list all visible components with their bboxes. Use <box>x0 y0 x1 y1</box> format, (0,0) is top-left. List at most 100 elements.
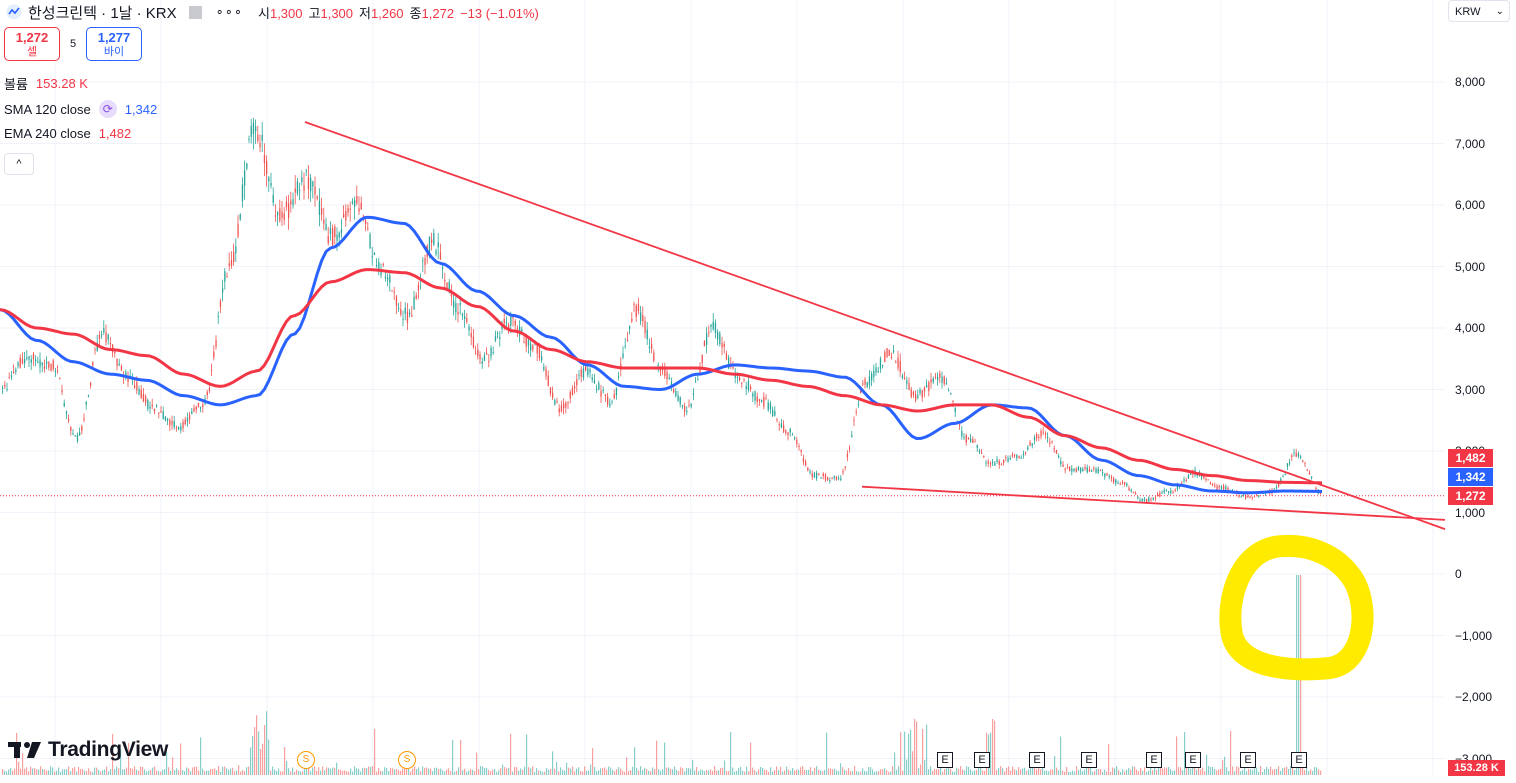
candle-body <box>822 473 824 477</box>
volume-bar <box>590 764 592 775</box>
candle-body <box>919 389 921 394</box>
volume-bar <box>794 770 796 775</box>
candle-body <box>1003 459 1005 463</box>
candle-body <box>754 391 756 401</box>
candle-body <box>1297 453 1300 457</box>
buy-button[interactable]: 1,277 바이 <box>86 27 142 61</box>
candle-body <box>206 391 208 396</box>
volume-bar <box>914 718 916 775</box>
tradingview-wordmark: TradingView <box>48 738 169 761</box>
volume-bar <box>998 767 1000 775</box>
volume-bar <box>1290 766 1292 775</box>
volume-bar <box>278 768 280 775</box>
candle-body <box>1108 475 1110 477</box>
split-marker[interactable]: S <box>398 751 416 769</box>
volume-bar <box>672 769 674 775</box>
candle-body <box>1286 463 1289 467</box>
split-marker[interactable]: S <box>297 751 315 769</box>
ohlc-key: 종 <box>409 6 422 21</box>
volume-bar <box>506 768 508 775</box>
volume-bar <box>886 769 888 775</box>
volume-bar <box>1234 771 1236 775</box>
earnings-marker[interactable]: E <box>1029 752 1045 768</box>
volume-bar <box>1308 771 1310 775</box>
candle-body <box>1214 485 1216 487</box>
sma-price-tag: 1,342 <box>1448 468 1493 486</box>
tradingview-logo[interactable]: TradingView <box>8 738 168 762</box>
legend-ema[interactable]: EMA 240 close 1,482 <box>4 126 131 141</box>
candle-body <box>1251 496 1253 499</box>
candle-body <box>835 476 838 480</box>
candle-body <box>978 450 981 452</box>
candle-body <box>706 333 708 345</box>
volume-bar <box>796 769 798 775</box>
candle-body <box>743 379 745 381</box>
symbol-header: 한성크린텍 · 1날 · KRX ∘∘∘ <box>0 0 243 24</box>
symbol-title[interactable]: 한성크린텍 · 1날 · KRX <box>28 4 177 22</box>
volume-bar <box>826 732 828 775</box>
candle-body <box>477 349 479 357</box>
candle-body <box>877 370 879 373</box>
sell-button[interactable]: 1,272 셀 <box>4 27 60 61</box>
volume-bar <box>486 767 488 775</box>
volume-bar <box>666 767 668 775</box>
candle-body <box>545 368 547 377</box>
candle-body <box>1141 499 1143 502</box>
volume-bar <box>322 766 324 775</box>
volume-bar <box>670 768 672 775</box>
legend-sma[interactable]: SMA 120 close ⟳ 1,342 <box>4 100 157 118</box>
y-tick-label: 5,000 <box>1455 259 1486 274</box>
earnings-marker[interactable]: E <box>1185 752 1201 768</box>
candle-body <box>648 346 651 349</box>
earnings-marker[interactable]: E <box>1146 752 1162 768</box>
volume-bar <box>1048 771 1050 775</box>
refresh-icon[interactable]: ⟳ <box>98 100 117 118</box>
volume-bar <box>270 770 272 775</box>
earnings-marker[interactable]: E <box>1081 752 1097 768</box>
collapse-legend-button[interactable]: ^ <box>4 153 34 175</box>
earnings-marker[interactable]: E <box>1240 752 1256 768</box>
earnings-marker[interactable]: E <box>937 752 953 768</box>
volume-bar <box>348 771 350 775</box>
volume-bar <box>770 767 772 775</box>
legend-volume[interactable]: 볼륨 153.28 K <box>4 74 88 93</box>
volume-bar <box>994 720 996 775</box>
volume-bar <box>1214 768 1216 775</box>
volume-bar <box>1116 766 1118 775</box>
candle-body <box>1258 495 1260 497</box>
candle-body <box>745 386 747 389</box>
volume-bar <box>312 767 314 775</box>
volume-bar <box>28 771 30 775</box>
candle-body <box>1170 490 1172 494</box>
volume-bar <box>94 767 96 775</box>
volume-bar <box>740 766 742 775</box>
earnings-marker[interactable]: E <box>974 752 990 768</box>
volume-bar <box>442 770 444 775</box>
candle-body <box>967 437 970 440</box>
candle-body <box>433 232 435 245</box>
currency-selector[interactable]: KRW ⌄ <box>1448 0 1510 22</box>
candle-body <box>228 263 230 267</box>
volume-bar <box>892 766 894 775</box>
volume-bar <box>1112 767 1114 775</box>
earnings-marker[interactable]: E <box>1291 752 1307 768</box>
candle-body <box>43 366 46 369</box>
candle-body <box>657 364 659 366</box>
candle-body <box>695 381 697 383</box>
volume-bar <box>962 769 964 775</box>
more-options-icon[interactable]: ∘∘∘ <box>215 4 244 19</box>
ma-line <box>0 268 1323 485</box>
volume-bar <box>210 769 212 775</box>
candle-body <box>444 279 446 282</box>
volume-bar <box>1090 767 1092 775</box>
volume-bar <box>1080 768 1082 775</box>
volume-bar <box>1164 767 1166 775</box>
volume-bar <box>478 769 480 775</box>
volume-bar <box>680 767 682 775</box>
volume-bar <box>1124 771 1126 775</box>
candle-body <box>1053 448 1055 450</box>
volume-bar <box>648 770 650 775</box>
candle-body <box>195 406 197 410</box>
candle-body <box>160 410 162 413</box>
